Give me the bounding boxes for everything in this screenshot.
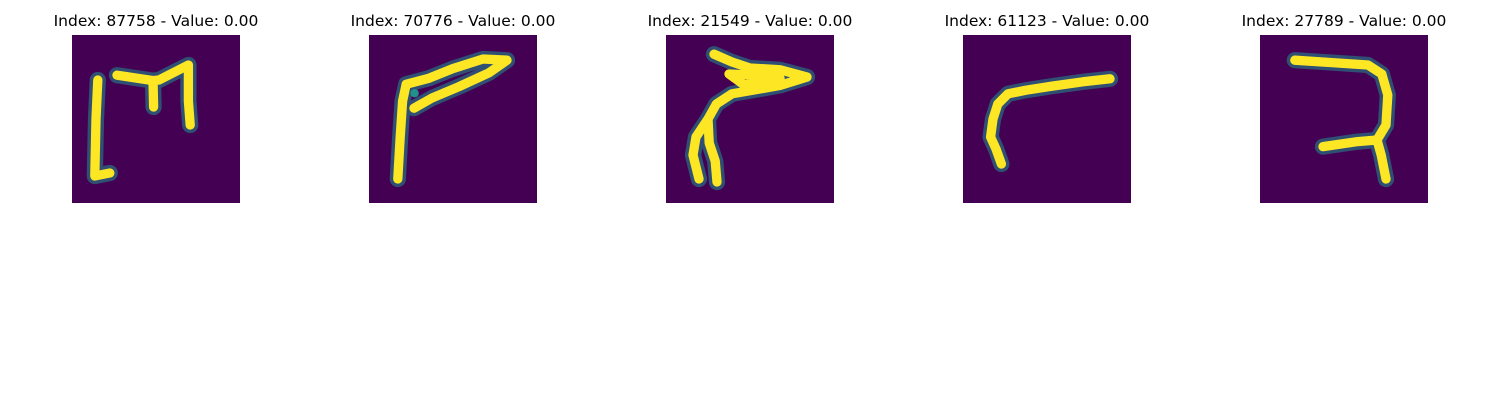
glyph-stroke <box>86 56 199 185</box>
panel-title: Index: 61123 - Value: 0.00 <box>944 12 1150 30</box>
digit-image <box>666 35 834 203</box>
panel-title: Index: 87758 - Value: 0.00 <box>53 12 259 30</box>
panel-title: Index: 21549 - Value: 0.00 <box>647 12 853 30</box>
panel-title: Index: 70776 - Value: 0.00 <box>350 12 556 30</box>
glyph-hole <box>410 89 419 98</box>
glyph-stroke <box>389 50 516 188</box>
panel-title: Index: 27789 - Value: 0.00 <box>1241 12 1447 30</box>
image-panel-2: Index: 70776 - Value: 0.00 <box>303 0 603 210</box>
image-panel-4: Index: 61123 - Value: 0.00 <box>897 0 1197 210</box>
image-panel-1: Index: 87758 - Value: 0.00 <box>6 0 306 210</box>
digit-image <box>1260 35 1428 203</box>
digit-image <box>72 35 240 203</box>
glyph-stroke <box>1286 52 1396 188</box>
image-panel-3: Index: 21549 - Value: 0.00 <box>600 0 900 210</box>
digit-image <box>963 35 1131 203</box>
digit-image <box>369 35 537 203</box>
image-panel-5: Index: 27789 - Value: 0.00 <box>1194 0 1494 210</box>
glyph-stroke <box>982 70 1119 173</box>
glyph-stroke <box>684 46 816 191</box>
